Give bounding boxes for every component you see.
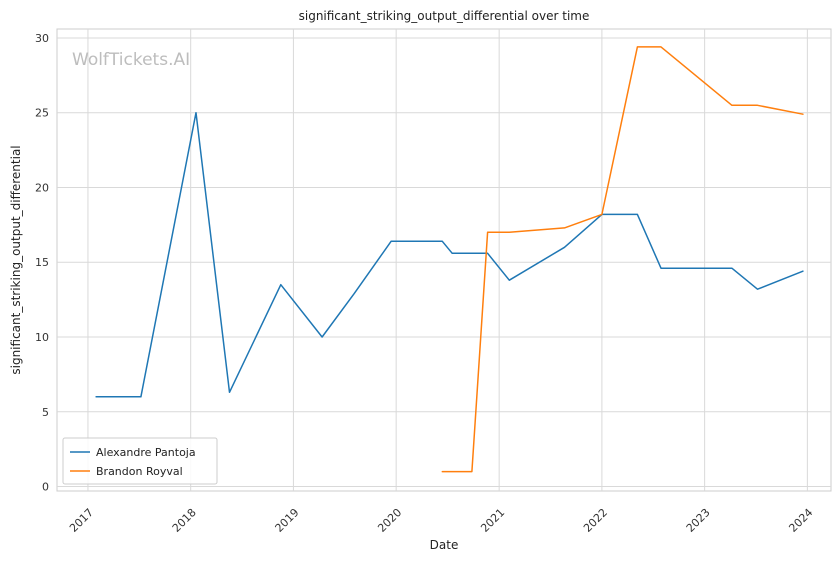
series-lines [95,46,804,473]
y-tick-label: 25 [35,107,49,120]
series-line-brandon-royval [441,46,804,473]
legend-box [62,437,218,485]
legend: Alexandre Pantoja Brandon Royval [62,437,218,485]
y-tick-label: 0 [42,481,49,494]
chart-title: significant_striking_output_differential… [299,9,590,23]
x-axis-title: Date [430,538,459,552]
plot-area [56,28,832,492]
watermark: WolfTickets.AI [72,50,190,70]
y-tick-label: 15 [35,256,49,269]
y-tick-label: 20 [35,181,49,194]
y-tick-label: 30 [35,32,49,45]
y-tick-label: 5 [42,406,49,419]
grid [57,29,831,491]
series-line-alexandre-pantoja [95,111,804,398]
legend-label-alexandre-pantoja: Alexandre Pantoja [96,446,196,459]
y-axis-title: significant_striking_output_differential [9,145,23,374]
legend-label-brandon-royval: Brandon Royval [96,465,183,478]
y-tick-label: 10 [35,331,49,344]
